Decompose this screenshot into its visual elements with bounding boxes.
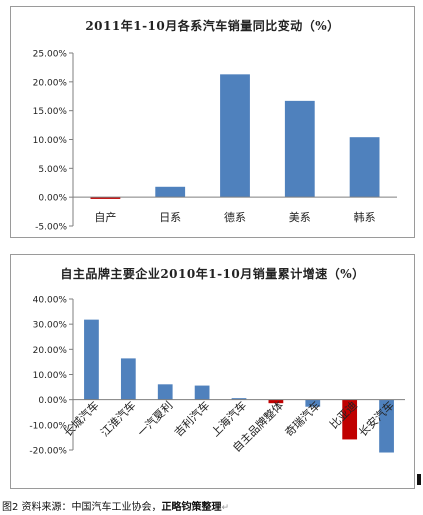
chart-title: 自主品牌主要企业2010年1-10月销量累计增速（%） — [60, 267, 365, 281]
x-category-label: 一汽夏利 — [134, 398, 175, 439]
bar — [342, 399, 358, 440]
caption-source: 图2 资料来源：中国汽车工业协会， — [2, 502, 162, 513]
x-category-label: 奇瑞汽车 — [282, 398, 323, 439]
y-tick-label: 30.00% — [33, 321, 68, 331]
text-cursor-mark — [417, 474, 421, 485]
bar — [305, 399, 321, 407]
bar — [157, 384, 173, 400]
bar-chart-sales-by-origin: -5.00% 0.00% 5.00% 10.00% 15.00% 20.00% 25.00%… — [33, 50, 397, 233]
bar — [268, 399, 284, 404]
x-category-label: 吉利汽车 — [171, 398, 212, 439]
y-tick-label: 25.00% — [33, 50, 68, 60]
x-category-label: 韩系 — [354, 210, 376, 224]
y-tick-label: -5.00% — [35, 223, 67, 233]
bar — [120, 358, 136, 400]
y-tick-label: 20.00% — [33, 78, 68, 88]
x-category-label: 美系 — [289, 211, 311, 224]
x-category-label: 自产 — [94, 210, 116, 224]
caption-credit: 正略钧策整理 — [161, 502, 222, 513]
bar — [379, 399, 394, 453]
x-category-label: 江淮汽车 — [97, 398, 138, 439]
y-tick-label: 10.00% — [33, 136, 68, 146]
chart-panel-sales-by-origin: 2011年1-10月各系汽车销量同比变动（%） -5.00% 0.00% 5.00%… — [10, 6, 415, 238]
y-tick-label: 10.00% — [33, 371, 68, 381]
y-tick-label: 15.00% — [33, 107, 68, 117]
bar-chart-domestic-brands: -20.00% -10.00% 0.00% 10.00% 20.00% 30.00% 40.… — [29, 296, 405, 457]
bar — [194, 385, 210, 400]
y-tick-label: -20.00% — [29, 447, 67, 457]
y-tick-label: -10.00% — [29, 421, 67, 431]
x-category-label: 德系 — [224, 210, 246, 224]
y-tick-label: 20.00% — [33, 346, 68, 356]
bar — [84, 319, 99, 400]
chart-title: 2011年1-10月各系汽车销量同比变动（%） — [85, 19, 340, 33]
bar — [284, 100, 315, 198]
chart-panel-domestic-brands: 自主品牌主要企业2010年1-10月销量累计增速（%） -20.00% -10.0… — [10, 254, 415, 489]
y-tick-label: 0.00% — [38, 396, 67, 406]
bar — [349, 137, 380, 198]
figure-caption: 图2 资料来源：中国汽车工业协会，正略钧策整理↵ — [2, 502, 230, 513]
y-tick-label: 40.00% — [33, 296, 68, 306]
bar — [231, 398, 247, 400]
y-tick-label: 5.00% — [38, 165, 67, 175]
x-category-label: 日系 — [159, 211, 181, 224]
bar — [90, 197, 121, 199]
y-tick-label: 0.00% — [38, 194, 67, 204]
bar — [155, 186, 186, 198]
bar — [220, 74, 250, 198]
